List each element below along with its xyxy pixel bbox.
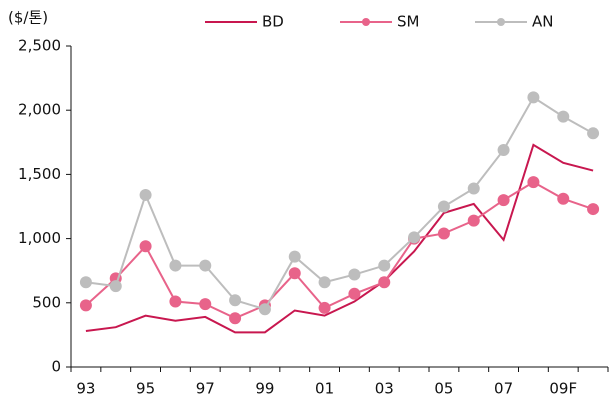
- data-point: [557, 110, 570, 123]
- series-line: [85, 95, 594, 311]
- data-point: [288, 250, 301, 263]
- data-point: [348, 287, 361, 300]
- data-point: [437, 227, 450, 240]
- data-point: [587, 127, 600, 140]
- data-point: [258, 303, 271, 316]
- data-point: [557, 192, 570, 205]
- x-tick-label: 95: [136, 380, 155, 398]
- data-point: [408, 231, 421, 244]
- x-tick-label: 99: [255, 380, 274, 398]
- y-axis-label: ($/톤): [8, 9, 48, 27]
- y-tick-label: 0: [51, 358, 61, 376]
- x-tick-label: 07: [494, 380, 513, 398]
- data-point: [378, 276, 391, 289]
- data-point: [139, 240, 152, 253]
- data-point: [288, 267, 301, 280]
- y-tick-label: 2,000: [18, 101, 61, 119]
- legend-label: AN: [532, 13, 553, 31]
- y-tick-label: 500: [32, 293, 61, 311]
- data-point: [199, 259, 212, 272]
- data-point: [229, 294, 242, 307]
- data-point: [348, 268, 361, 281]
- x-tick-label: 05: [434, 380, 453, 398]
- data-point: [229, 312, 242, 325]
- legend-label: SM: [397, 13, 419, 31]
- y-tick-label: 1,500: [18, 165, 61, 183]
- series-line: [85, 143, 594, 334]
- y-tick-label: 2,500: [18, 37, 61, 55]
- data-point: [587, 203, 600, 216]
- data-point: [79, 276, 92, 289]
- series-line: [85, 180, 594, 320]
- data-point: [139, 188, 152, 201]
- x-tick-label: 03: [375, 380, 394, 398]
- legend-marker: [362, 18, 370, 26]
- data-point: [318, 301, 331, 314]
- x-tick-label: 09F: [549, 380, 577, 398]
- data-point: [109, 280, 122, 293]
- x-tick-label: 93: [76, 380, 95, 398]
- x-tick-label: 97: [196, 380, 215, 398]
- data-point: [467, 214, 480, 227]
- data-point: [467, 182, 480, 195]
- data-point: [527, 176, 540, 189]
- data-point: [318, 276, 331, 289]
- data-point: [437, 200, 450, 213]
- x-tick-label: 01: [315, 380, 334, 398]
- data-point: [497, 144, 510, 157]
- data-point: [79, 299, 92, 312]
- data-point: [527, 91, 540, 104]
- data-point: [169, 295, 182, 308]
- data-point: [199, 298, 212, 311]
- legend-label: BD: [262, 13, 284, 31]
- y-tick-label: 1,000: [18, 229, 61, 247]
- data-point: [378, 259, 391, 272]
- data-point: [169, 259, 182, 272]
- data-point: [497, 194, 510, 207]
- legend-marker: [497, 18, 505, 26]
